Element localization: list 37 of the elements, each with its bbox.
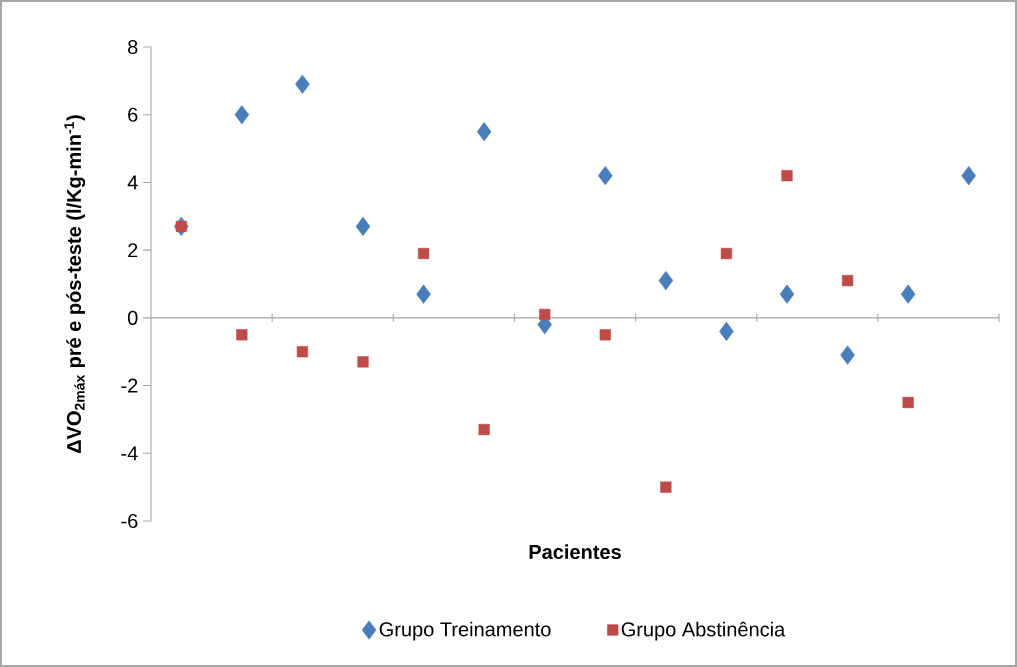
y-tick-label: 6 [128, 107, 138, 122]
y-tick-label: -2 [121, 378, 138, 393]
y-tick-label: 2 [128, 243, 138, 258]
point [476, 122, 492, 142]
y-tick-label: -6 [121, 513, 138, 529]
point [781, 170, 793, 182]
point [719, 321, 734, 341]
point [720, 247, 733, 260]
point [599, 329, 611, 341]
y-tick-label: 0 [127, 310, 138, 325]
point [175, 220, 187, 233]
point [660, 481, 672, 493]
point [840, 345, 855, 365]
point [902, 396, 914, 409]
point [961, 166, 976, 186]
point [296, 346, 309, 358]
x-axis-title: Pacientes [529, 544, 621, 560]
point [779, 284, 795, 304]
y-axis-title: ΔVO$_{2máx}$ pré e pós-teste (l/Kg-min$^{-1}$) [64, 115, 86, 453]
point [900, 284, 916, 304]
point [417, 247, 430, 260]
y-tick-label: 8 [128, 39, 138, 55]
point [539, 308, 551, 321]
point [234, 105, 250, 125]
legend-label: Grupo Treinamento [379, 621, 551, 641]
y-tick-label: -4 [121, 446, 138, 461]
point [355, 216, 371, 237]
legend-label: Grupo Abstinência [621, 621, 786, 641]
point [658, 271, 674, 291]
y-tick-label: 4 [127, 175, 138, 190]
point [416, 284, 431, 304]
point [478, 423, 490, 436]
point [357, 356, 369, 368]
point [295, 74, 310, 94]
point [841, 275, 854, 287]
point [236, 329, 248, 341]
point [598, 166, 613, 186]
